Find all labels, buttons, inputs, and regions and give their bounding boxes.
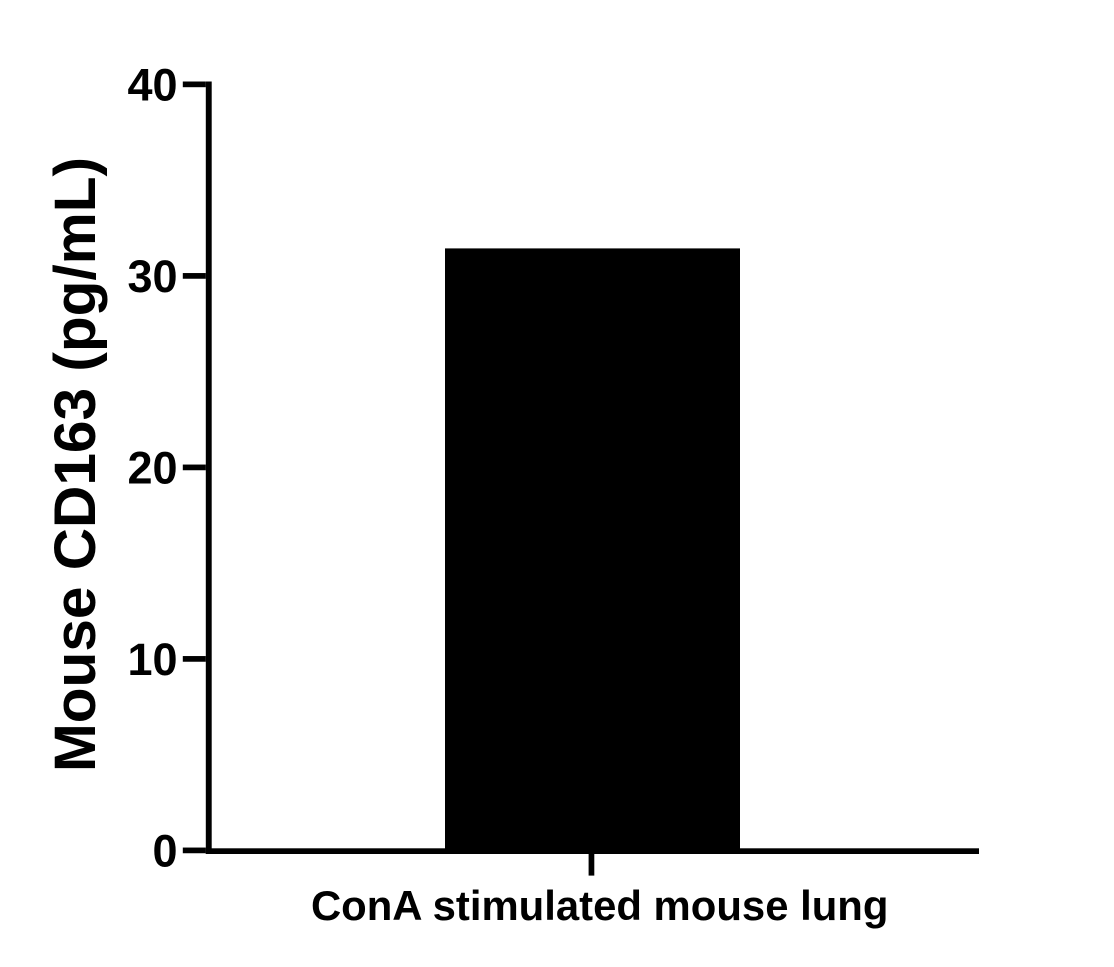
- svg-text:Mouse CD163 (pg/mL): Mouse CD163 (pg/mL): [43, 157, 108, 772]
- svg-text:20: 20: [127, 443, 177, 494]
- svg-text:ConA stimulated mouse lung: ConA stimulated mouse lung: [311, 882, 889, 929]
- svg-text:40: 40: [127, 60, 177, 111]
- svg-text:10: 10: [127, 634, 177, 685]
- svg-text:0: 0: [152, 826, 177, 877]
- svg-text:30: 30: [127, 251, 177, 302]
